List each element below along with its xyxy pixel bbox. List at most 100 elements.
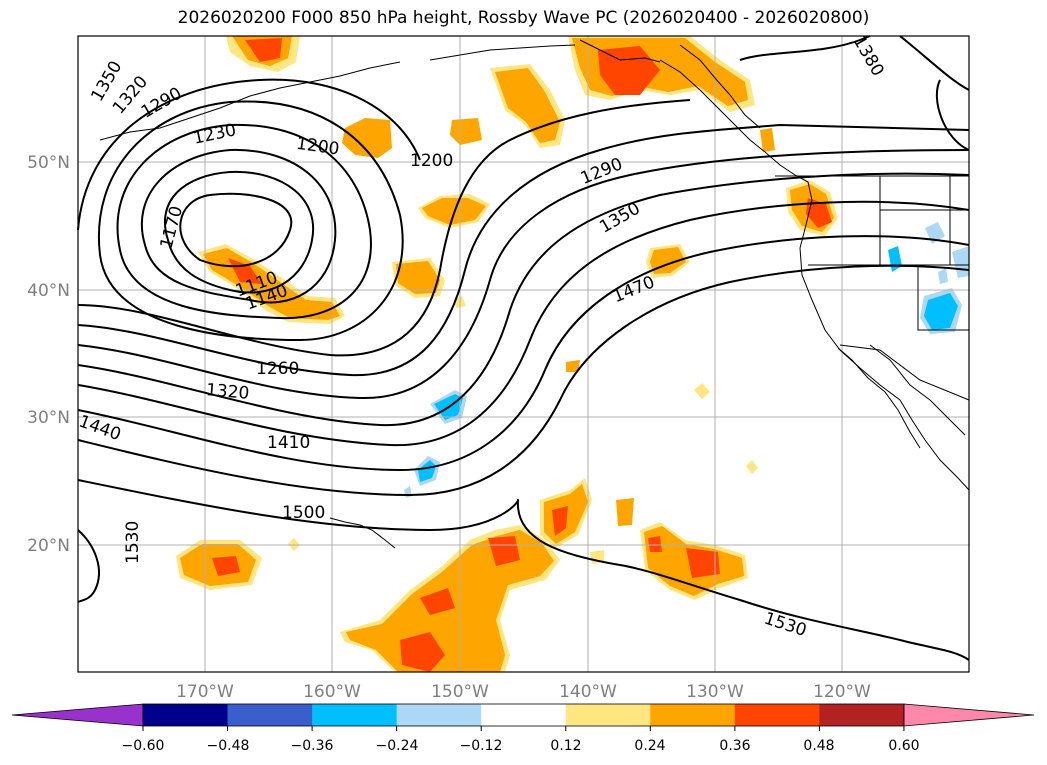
lon-tick-label: 150°W <box>431 682 489 702</box>
coastline-alaska-south <box>429 44 576 61</box>
anomaly-patch <box>245 38 282 62</box>
coastline-baja <box>837 347 921 449</box>
anomaly-patch <box>228 258 262 284</box>
lon-tick-label: 160°W <box>303 682 361 702</box>
contour-line <box>140 148 337 304</box>
colorbar-tick-labels: −0.60 −0.48 −0.36 −0.24 −0.12 0.12 0.24 … <box>122 738 920 754</box>
anomaly-patch <box>686 548 720 578</box>
anomaly-patch <box>212 556 240 576</box>
contour-line <box>77 479 970 661</box>
contour-line <box>77 123 970 377</box>
colorbar-segment <box>312 704 398 726</box>
colorbar-extend-max <box>903 703 1035 727</box>
colorbar-segment <box>650 704 736 726</box>
contour-line <box>179 192 293 268</box>
colorbar-segment <box>227 704 313 726</box>
contour-line <box>899 35 970 91</box>
gridlines <box>78 36 969 672</box>
border-us-mexico <box>839 344 970 401</box>
anomaly-patch <box>495 68 560 143</box>
colorbar-tick-label: −0.24 <box>376 738 419 754</box>
lon-tick-label: 140°W <box>559 682 617 702</box>
colorbar-segment <box>143 704 229 726</box>
map-title: 2026020200 F000 850 hPa height, Rossby W… <box>177 8 870 28</box>
anomaly-patch <box>760 128 775 152</box>
anomaly-patch <box>420 588 455 615</box>
contour-line <box>77 78 421 231</box>
border-state <box>917 265 969 331</box>
contour-line <box>163 170 315 294</box>
colorbar-tick-label: 0.24 <box>634 738 665 754</box>
anomaly-patch <box>396 261 440 294</box>
colorbar-tick-label: −0.12 <box>460 738 503 754</box>
colorbar-segment <box>481 704 567 726</box>
contour-line <box>935 79 970 151</box>
colorbar-outline <box>142 703 905 727</box>
contour-line <box>77 529 100 603</box>
contour-labels: 1350 1320 1290 1230 1200 1200 1170 1110 … <box>76 32 888 641</box>
anomaly-patch <box>938 268 948 284</box>
height-contours <box>77 35 970 661</box>
anomaly-patch <box>566 360 580 372</box>
contour-line <box>77 235 970 472</box>
colorbar-tick-label: −0.36 <box>291 738 334 754</box>
contour-line <box>77 99 691 357</box>
anomaly-patch <box>648 536 662 552</box>
lon-tick-labels: 170°W 160°W 150°W 140°W 130°W 120°W <box>176 682 871 702</box>
contour-line <box>77 200 970 447</box>
shading-layer <box>176 36 969 672</box>
coastline-gulf <box>869 344 966 436</box>
contour-label: 1530 <box>123 521 143 564</box>
lat-tick-label: 40°N <box>27 281 70 301</box>
colorbar-segment <box>396 704 482 726</box>
anomaly-patch <box>694 383 710 399</box>
positive-anomaly-patches <box>176 36 838 672</box>
anomaly-patch <box>342 118 392 158</box>
colorbar-extend-min <box>11 703 144 727</box>
colorbar-tick-label: 0.12 <box>550 738 581 754</box>
anomaly-patch <box>746 460 758 474</box>
colorbar-tick-label: 0.60 <box>888 738 919 754</box>
anomaly-patch <box>806 198 832 228</box>
contour-line <box>739 35 871 61</box>
colorbar-tick-label: −0.60 <box>122 738 165 754</box>
colorbar-segment <box>819 704 905 726</box>
anomaly-patch <box>400 632 445 672</box>
contour-line <box>77 264 970 497</box>
anomaly-patch <box>552 506 568 536</box>
contour-line <box>77 149 970 400</box>
plot-frame <box>77 35 970 673</box>
contour-line <box>97 100 404 342</box>
colorbar-tick-label: 0.48 <box>803 738 834 754</box>
contour-label: 1410 <box>267 433 310 453</box>
anomaly-patch <box>616 498 634 526</box>
contour-label: 1500 <box>282 503 325 523</box>
anomaly-patch <box>418 460 436 482</box>
anomaly-patch <box>488 536 520 566</box>
contour-label: 1260 <box>256 359 299 379</box>
lat-tick-label: 20°N <box>27 536 70 556</box>
colorbar-segment <box>565 704 651 726</box>
coastline-north-america <box>659 59 970 491</box>
lat-tick-labels: 50°N 40°N 30°N 20°N <box>27 153 70 556</box>
lat-tick-label: 30°N <box>27 408 70 428</box>
contour-line <box>77 172 970 427</box>
colorbar <box>11 703 1035 731</box>
colorbar-tick-label: 0.36 <box>719 738 750 754</box>
anomaly-patch <box>450 118 482 145</box>
lon-tick-label: 120°W <box>813 682 871 702</box>
contour-label: 1320 <box>205 380 250 404</box>
lon-tick-label: 130°W <box>686 682 744 702</box>
contour-label: 1200 <box>410 151 453 171</box>
anomaly-patch <box>924 293 958 330</box>
coastline-bc <box>679 44 761 129</box>
contour-line <box>116 123 372 320</box>
lon-tick-label: 170°W <box>176 682 234 702</box>
coastline-alaska <box>579 39 661 63</box>
colorbar-tick-label: −0.48 <box>207 738 250 754</box>
lat-tick-label: 50°N <box>27 153 70 173</box>
colorbar-segment <box>734 704 820 726</box>
coastlines <box>99 39 970 549</box>
coastline-aleutians <box>99 61 401 141</box>
